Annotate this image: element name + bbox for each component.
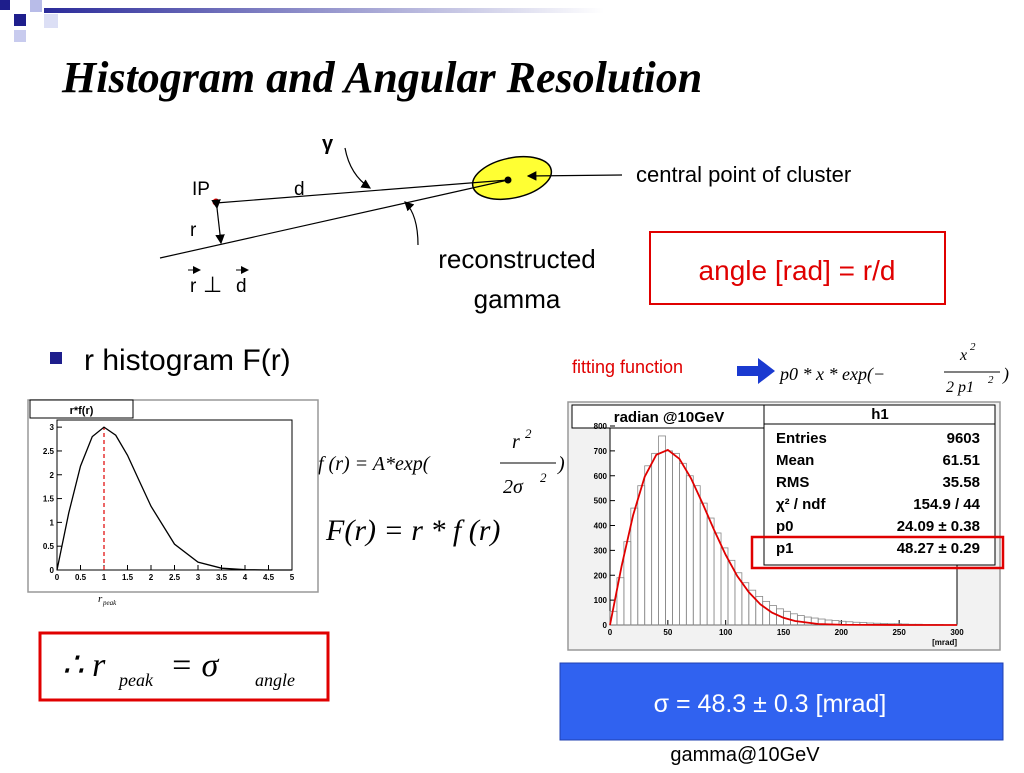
x-tick-label: 3 (196, 573, 201, 582)
cluster-label: central point of cluster (636, 162, 851, 187)
fitting-label: fitting function (572, 357, 683, 377)
conclusion-part: angle (255, 670, 295, 690)
stats-value: 48.27 ± 0.29 (897, 540, 980, 557)
footer: gamma@10GeV (670, 744, 820, 766)
stats-label: Mean (776, 452, 814, 469)
y-tick-label: 500 (594, 497, 608, 506)
stats-value: 154.9 / 44 (913, 496, 980, 513)
bullet-marker (50, 352, 62, 364)
reco-label: reconstructed (438, 244, 596, 274)
y-tick-label: 800 (594, 422, 608, 431)
ip-label: IP (192, 179, 210, 200)
result-text: σ = 48.3 ± 0.3 [mrad] (654, 690, 887, 718)
formula-part: ) (1002, 364, 1009, 385)
r-label: r (190, 220, 197, 241)
y-tick-label: 100 (594, 596, 608, 605)
y-tick-label: 0 (50, 566, 55, 575)
formula-part: p0 * x * exp(− (778, 364, 885, 385)
y-tick-label: 400 (594, 522, 608, 531)
y-tick-label: 2.5 (43, 447, 55, 456)
stats-label: p0 (776, 518, 794, 535)
chart-title: r*f(r) (70, 405, 94, 417)
bullet-text: r histogram F(r) (84, 344, 291, 377)
conclusion-part: ∴ r (62, 647, 106, 684)
x-tick-label: 50 (663, 628, 672, 637)
d-label: d (294, 179, 305, 200)
peak-label: peak (102, 599, 117, 607)
formula: F(r) = r * f (r) (325, 514, 500, 547)
conclusion-part: peak (117, 670, 154, 690)
y-tick-label: 0.5 (43, 542, 55, 551)
x-tick-label: 100 (719, 628, 733, 637)
stats-label: χ² / ndf (776, 496, 826, 513)
conclusion-part: = σ (170, 647, 219, 684)
x-axis-label: [mrad] (932, 638, 957, 647)
y-tick-label: 300 (594, 546, 608, 555)
formula-part: f (r) = A*exp( (318, 453, 431, 475)
stats-label: Entries (776, 430, 827, 447)
y-tick-label: 200 (594, 571, 608, 580)
stats-label: p1 (776, 540, 794, 557)
angle-definition: angle [rad] = r/d (699, 255, 896, 286)
formula-part: 2 (988, 374, 994, 386)
formula-part: x (959, 347, 967, 364)
formula-part: 2 (540, 470, 547, 485)
perp-r: r (190, 276, 197, 297)
fit-arrow (737, 358, 775, 384)
chart-title: radian @10GeV (614, 409, 725, 426)
stats-value: 61.51 (942, 452, 980, 469)
x-tick-label: 150 (777, 628, 791, 637)
y-tick-label: 1.5 (43, 495, 55, 504)
decoration (0, 0, 604, 42)
x-tick-label: 5 (290, 573, 295, 582)
stats-label: RMS (776, 474, 809, 491)
x-tick-label: 4 (243, 573, 248, 582)
x-tick-label: 0 (608, 628, 613, 637)
x-tick-label: 2.5 (169, 573, 181, 582)
gamma-label: γ (322, 133, 334, 155)
stats-value: 35.58 (942, 474, 980, 491)
x-tick-label: 250 (892, 628, 906, 637)
y-tick-label: 700 (594, 447, 608, 456)
perp-d: d (236, 276, 247, 297)
formula-part: ) (557, 453, 565, 475)
stats-title: h1 (871, 406, 889, 423)
x-tick-label: 200 (835, 628, 849, 637)
perp-sign: ⊥ (203, 272, 222, 297)
formula-part: 2 (970, 341, 976, 353)
stats-value: 24.09 ± 0.38 (897, 518, 980, 535)
x-tick-label: 1 (102, 573, 107, 582)
y-tick-label: 1 (50, 518, 55, 527)
formula-part: 2σ (503, 476, 524, 498)
y-tick-label: 0 (603, 621, 608, 630)
formula-part: 2 p1 (946, 379, 974, 396)
formula-part: r (512, 431, 520, 453)
x-tick-label: 1.5 (122, 573, 134, 582)
reco-label: gamma (474, 284, 561, 314)
plot-area (57, 420, 292, 570)
x-tick-label: 0.5 (75, 573, 87, 582)
x-tick-label: 3.5 (216, 573, 228, 582)
y-tick-label: 600 (594, 472, 608, 481)
stats-value: 9603 (947, 430, 980, 447)
x-tick-label: 2 (149, 573, 154, 582)
x-tick-label: 300 (950, 628, 964, 637)
y-tick-label: 3 (50, 423, 55, 432)
x-tick-label: 4.5 (263, 573, 275, 582)
slide-title: Histogram and Angular Resolution (61, 53, 702, 102)
formula-part: 2 (525, 426, 532, 441)
x-tick-label: 0 (55, 573, 60, 582)
y-tick-label: 2 (50, 471, 55, 480)
